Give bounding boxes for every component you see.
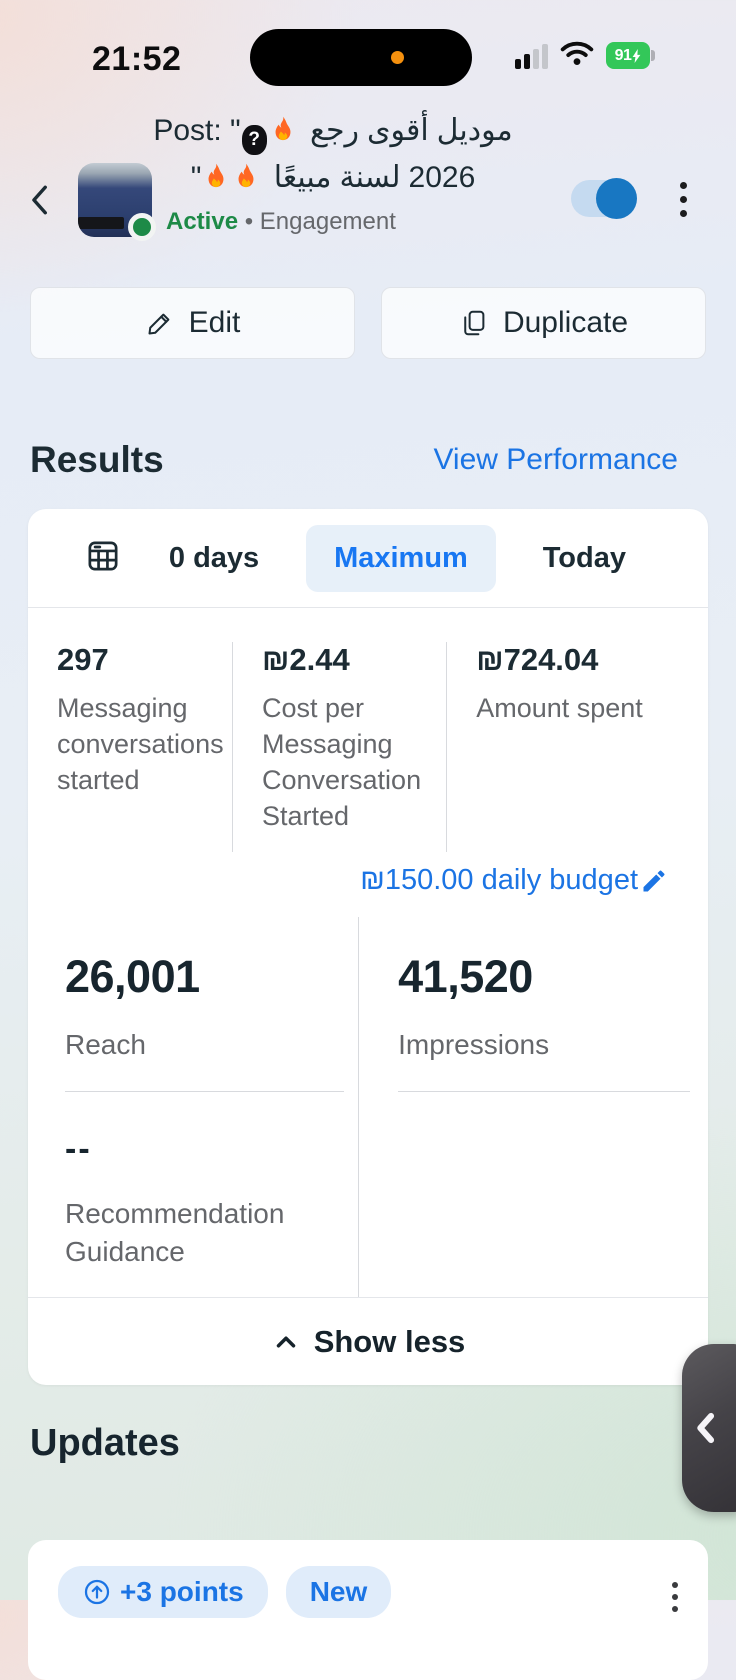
updates-heading: Updates	[30, 1422, 180, 1464]
divider	[65, 1091, 345, 1092]
objective-label: Engagement	[259, 208, 396, 235]
points-badge: +3 points	[58, 1566, 268, 1618]
chevron-up-icon	[276, 1336, 295, 1347]
status-bar: 21:52 91	[0, 0, 736, 100]
charging-bolt-icon	[633, 48, 641, 63]
ad-header: Post: "? رجع أقوى موديل " مبيعًا لسنة 2026 A…	[0, 100, 736, 265]
update-overflow-menu-button[interactable]	[672, 1582, 678, 1612]
battery-icon: 91	[606, 42, 655, 69]
ad-active-toggle[interactable]	[571, 178, 637, 219]
secondary-metrics-row: 26,001 Reach -- Recommendation Guidance …	[28, 917, 708, 1297]
overflow-menu-button[interactable]	[678, 182, 688, 217]
badges-row: +3 points New	[58, 1566, 392, 1618]
results-header-row: Results View Performance	[30, 439, 678, 481]
primary-metrics-row: 297 Messaging conversations started ₪2.4…	[28, 608, 708, 858]
updates-card[interactable]: +3 points New	[28, 1540, 708, 1680]
signal-strength-icon	[515, 43, 548, 69]
duplicate-button[interactable]: Duplicate	[381, 287, 706, 359]
chevron-left-icon	[697, 1412, 715, 1444]
floating-panel-handle[interactable]	[682, 1344, 736, 1512]
new-badge: New	[285, 1566, 392, 1618]
recommendation-guidance-value: --	[65, 1130, 92, 1168]
divider	[28, 607, 708, 608]
back-button[interactable]	[24, 180, 58, 225]
status-badge: Active	[166, 208, 239, 235]
metric-reach-column: 26,001 Reach -- Recommendation Guidance	[28, 917, 360, 1297]
post-title-line1: Post: "? رجع أقوى موديل	[95, 108, 575, 155]
battery-percent: 91	[614, 46, 632, 64]
daily-budget-row: ₪150.00 daily budget	[28, 858, 708, 917]
dynamic-island	[250, 29, 472, 86]
view-performance-link[interactable]: View Performance	[433, 443, 678, 476]
mic-indicator-dot	[391, 51, 404, 64]
clock: 21:52	[92, 40, 182, 78]
calculator-icon[interactable]	[84, 537, 122, 580]
fire-emoji-icon	[208, 163, 224, 188]
action-buttons-row: Edit Duplicate	[30, 287, 706, 359]
recommendation-guidance-label: Recommendation Guidance	[65, 1198, 285, 1267]
post-title: Post: "? رجع أقوى موديل " مبيعًا لسنة 2026	[95, 108, 575, 201]
show-less-button[interactable]: Show less	[28, 1297, 708, 1385]
wifi-icon	[560, 40, 594, 71]
arrow-up-circle-icon	[84, 1579, 110, 1605]
metric-messaging-conversations: 297 Messaging conversations started	[57, 642, 224, 795]
pencil-icon	[148, 313, 170, 335]
divider	[398, 1091, 690, 1092]
tab-0-days[interactable]: 0 days	[168, 541, 260, 574]
edit-button[interactable]: Edit	[30, 287, 355, 359]
metric-cost-per-conversation: ₪2.44 Cost per Messaging Conversation St…	[232, 642, 446, 852]
unsupported-emoji-icon: ?	[241, 125, 267, 155]
results-heading: Results	[30, 439, 164, 480]
fire-emoji-icon	[275, 116, 291, 141]
tab-today[interactable]: Today	[542, 541, 626, 574]
active-status-dot	[128, 213, 156, 241]
fire-emoji-icon	[238, 163, 254, 188]
edit-budget-pencil-icon[interactable]	[640, 867, 668, 895]
metric-amount-spent: ₪724.04 Amount spent	[446, 642, 708, 852]
copy-icon	[464, 310, 485, 336]
ad-status-line: Active • Engagement	[166, 208, 396, 235]
date-range-tabs: 0 days Maximum Today	[28, 509, 708, 607]
daily-budget-link[interactable]: ₪150.00 daily budget	[360, 864, 638, 896]
tab-maximum[interactable]: Maximum	[306, 524, 496, 592]
post-title-line2: " مبيعًا لسنة 2026	[190, 161, 476, 194]
status-icons: 91	[515, 40, 655, 71]
page-avatar[interactable]	[78, 163, 152, 237]
metric-impressions-column: 41,520 Impressions	[359, 917, 708, 1297]
results-card: 0 days Maximum Today 297 Messaging conve…	[28, 509, 708, 1385]
